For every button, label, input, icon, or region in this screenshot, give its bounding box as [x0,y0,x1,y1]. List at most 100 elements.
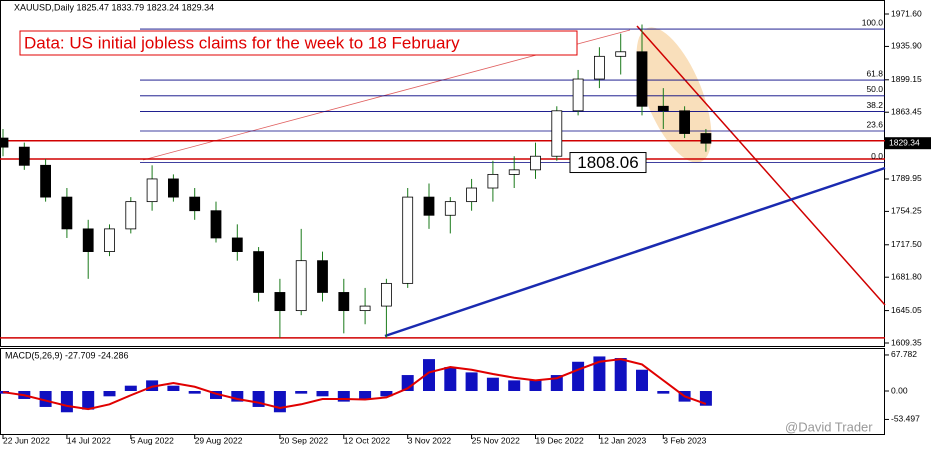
x-tick-label: 14 Jul 2022 [67,435,111,445]
x-tick-label: 20 Sep 2022 [280,435,328,445]
y-tick-label: 1609.35 [891,337,922,347]
main-panel [0,0,885,347]
macd-bar [273,391,286,413]
y-tick-label: 67.782 [891,349,917,359]
y-tick-label: -53.497 [891,414,920,424]
macd-bar [103,391,116,397]
candle-body [125,201,137,230]
candle-body [338,292,350,312]
macd-bar [572,361,585,391]
macd-label: MACD(5,26,9) -27.709 -24.286 [5,350,129,360]
candle-body [0,137,9,148]
macd-bar [231,391,244,402]
macd-bar [39,391,52,407]
macd-bar [593,356,606,391]
trend-line [384,166,886,338]
candle-body [594,55,605,80]
candle-body [253,251,265,293]
macd-bar [380,391,393,397]
macd-panel [0,348,885,435]
candle-body [146,178,158,203]
x-tick-label: 29 Aug 2022 [195,435,243,445]
macd-bar [60,391,73,413]
candle-body [380,282,392,307]
y-tick-label: 1754.25 [891,206,922,216]
macd-bar [210,391,222,399]
y-tick-label: 1935.90 [891,41,922,51]
macd-bar [529,380,542,391]
x-tick-label: 19 Dec 2022 [536,435,584,445]
x-tick-label: 22 Jun 2022 [3,435,50,445]
macd-bar [146,380,159,391]
y-tick-label: 1789.95 [891,173,922,183]
candle-body [615,51,627,57]
candle-body [61,196,73,230]
highlight-ellipse [636,27,712,163]
trend-line [636,25,886,306]
macd-bar [295,391,308,394]
y-tick-label: 0.00 [891,385,908,395]
watermark: @David Trader [785,419,873,434]
candle-body [551,110,563,157]
candle-body [572,78,584,112]
fib-label: 50.0 [866,84,883,94]
title-box [19,30,578,56]
fib-label: 0.0 [871,151,883,161]
y-tick-label: 1681.80 [891,271,922,281]
signal-line [2,358,707,411]
x-tick-label: 12 Oct 2022 [344,435,391,445]
candle-body [210,210,222,239]
x-tick-label: 3 Nov 2022 [408,435,452,445]
candle-body [359,305,371,312]
candle-body [40,164,51,198]
candle-body [636,51,648,107]
last-price-label: 1829.34 [889,137,920,147]
candle-body [82,228,94,252]
y-tick-label: 1863.45 [891,106,922,116]
candle-body [167,178,179,198]
candle-body [530,155,541,171]
candle-body [317,260,328,293]
y-tick-label: 1899.15 [891,74,922,84]
fib-label: 100.0 [862,17,884,27]
macd-bar [337,391,350,402]
candle-body [402,196,414,284]
candle-body [18,146,30,166]
candle-body [679,110,690,134]
candle-body [189,196,201,212]
x-tick-label: 5 Aug 2022 [131,435,174,445]
macd-bar [614,358,627,391]
x-tick-label: 3 Feb 2023 [663,435,706,445]
last-price-box [885,137,931,150]
x-tick-label: 12 Jan 2023 [599,435,646,445]
macd-bar [359,391,372,399]
candle-body [295,260,307,312]
fib-label: 23.6 [866,119,883,129]
chart-title: Data: US initial jobless claims for the … [24,33,460,52]
y-tick-label: 1717.50 [891,239,922,249]
macd-bar [657,391,670,394]
candle-body [657,105,669,112]
macd-bar [465,372,478,391]
candle-body [487,173,499,189]
candle-body [466,187,478,203]
macd-bar [486,377,499,391]
x-tick-label: 25 Nov 2022 [472,435,520,445]
macd-bar [508,380,521,391]
candle-body [508,169,520,175]
macd-bar [423,359,435,391]
macd-bar [444,367,457,391]
price-box [569,152,647,174]
fib-label: 61.8 [866,68,883,78]
macd-bar [167,385,180,391]
header: XAUUSD,Daily 1825.47 1833.79 1823.24 182… [14,2,214,12]
candle-body [274,292,286,312]
y-tick-label: 1971.60 [891,8,922,18]
candle-body [423,196,435,216]
fib-low-label: 1808.06 [577,153,638,172]
fib-label: 38.2 [866,100,883,110]
y-tick-label: 1645.05 [891,305,922,315]
macd-bar [316,391,329,397]
macd-bar [188,391,201,394]
